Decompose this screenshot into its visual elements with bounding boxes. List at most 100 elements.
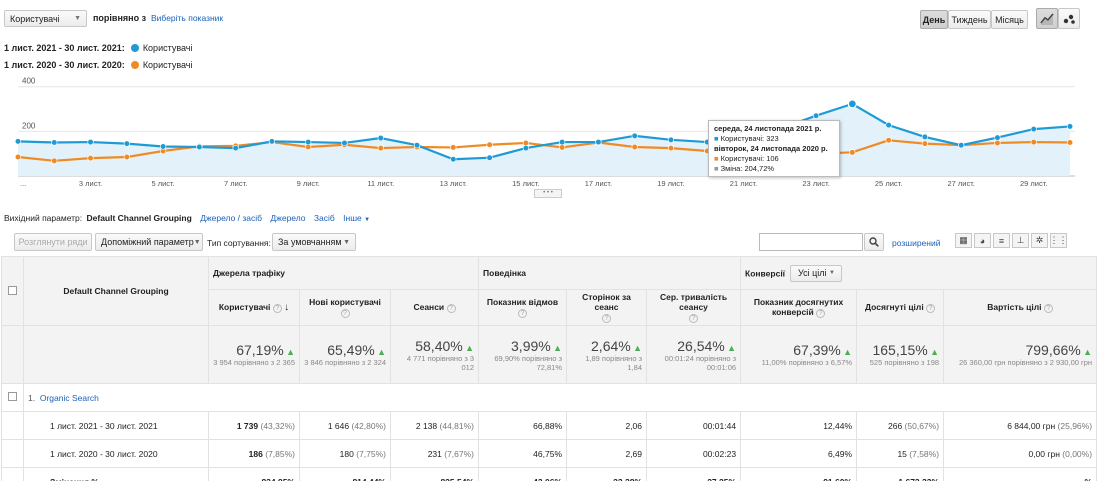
- data-point[interactable]: [160, 143, 167, 150]
- data-point[interactable]: [849, 149, 856, 156]
- data-point[interactable]: [196, 143, 203, 151]
- data-point[interactable]: [812, 112, 820, 119]
- choose-metric-link[interactable]: Виберіть показник: [151, 13, 224, 23]
- term-cloud-icon[interactable]: ✲: [1031, 233, 1048, 248]
- data-point[interactable]: [885, 137, 892, 144]
- data-point[interactable]: [921, 133, 928, 141]
- data-point[interactable]: [667, 144, 675, 152]
- table-cell: 12,44%: [740, 411, 858, 440]
- dimension-other-link[interactable]: Інше ▼: [343, 213, 371, 223]
- data-point[interactable]: [595, 138, 602, 146]
- period-day-button[interactable]: День: [920, 10, 948, 29]
- data-point[interactable]: [51, 157, 58, 164]
- col-users[interactable]: Користувачі ? ↓: [208, 289, 300, 326]
- col-conversion-rate[interactable]: Показник досягнутих конверсій ?: [740, 289, 858, 326]
- data-point[interactable]: [522, 139, 529, 147]
- data-point[interactable]: [232, 144, 239, 152]
- cell-percent: (7,75%): [356, 448, 386, 459]
- data-point[interactable]: [1066, 139, 1074, 146]
- motion-chart-icon[interactable]: [1058, 8, 1080, 29]
- advanced-filter-link[interactable]: розширений: [892, 238, 941, 248]
- data-point[interactable]: [377, 144, 384, 152]
- line-chart-icon[interactable]: [1036, 8, 1058, 29]
- metric-select[interactable]: Користувачі ▼: [4, 10, 87, 27]
- data-point[interactable]: [87, 155, 94, 162]
- data-point[interactable]: [486, 154, 493, 161]
- data-point[interactable]: [559, 144, 566, 151]
- data-point[interactable]: [559, 138, 566, 146]
- cell-percent: (7,67%): [444, 448, 475, 459]
- pivot-view-icon[interactable]: ⋮⋮: [1050, 233, 1068, 248]
- data-point[interactable]: [305, 138, 312, 146]
- plot-rows-button[interactable]: Розглянути ряди: [14, 233, 92, 251]
- data-point[interactable]: [268, 138, 276, 145]
- chart-resize-handle[interactable]: • • •: [534, 189, 562, 198]
- period-month-button[interactable]: Місяць: [991, 10, 1028, 29]
- col-bounce-rate[interactable]: Показник відмов?: [478, 289, 568, 326]
- dimension-label: Вихідний параметр:: [4, 213, 83, 223]
- data-point[interactable]: [51, 139, 58, 146]
- data-point[interactable]: [994, 134, 1001, 141]
- data-point[interactable]: [631, 143, 638, 151]
- table-cell: 1 673,33%: [856, 467, 945, 481]
- pie-view-icon[interactable]: ◕: [974, 233, 991, 248]
- goals-select[interactable]: Усі цілі ▼: [790, 264, 843, 282]
- cell-percent: (7,58%): [909, 448, 940, 459]
- dimension-source-medium-link[interactable]: Джерело / засіб: [200, 213, 263, 223]
- data-point[interactable]: [341, 139, 348, 147]
- summary-comparison: 26 360,00 грн порівняно з 2 930,00 грн: [958, 358, 1093, 367]
- data-point[interactable]: [1066, 123, 1074, 130]
- data-point[interactable]: [377, 134, 384, 142]
- data-point[interactable]: [486, 141, 493, 148]
- summary-cell: 67,19% ▲ 3 954 порівняно з 2 365: [208, 325, 300, 384]
- select-all-checkbox[interactable]: [1, 256, 24, 326]
- col-avg-session-duration[interactable]: Сер. тривалість сеансу?: [646, 289, 742, 326]
- dimension-source-link[interactable]: Джерело: [270, 213, 306, 223]
- search-icon[interactable]: [864, 233, 884, 251]
- data-point[interactable]: [14, 138, 22, 145]
- sort-arrow-icon: ↓: [284, 302, 290, 313]
- data-point[interactable]: [413, 142, 421, 149]
- col-goal-value[interactable]: Вартість цілі ?: [943, 289, 1097, 326]
- data-point[interactable]: [123, 140, 130, 147]
- hovered-point: [847, 99, 857, 109]
- table-cell: 6 844,00 грн (25,96%): [943, 411, 1097, 440]
- legend-current-swatch: [130, 44, 139, 52]
- comparison-view-icon[interactable]: ⊥: [1012, 233, 1029, 248]
- secondary-dimension-select[interactable]: Допоміжний параметр ▼: [95, 233, 203, 251]
- data-point[interactable]: [14, 153, 22, 161]
- data-point[interactable]: [123, 153, 130, 161]
- chart-type-switcher: [1036, 8, 1080, 29]
- data-point[interactable]: [631, 132, 638, 139]
- col-new-users[interactable]: Нові користувачі?: [299, 289, 391, 326]
- row-checkbox[interactable]: [1, 383, 24, 412]
- arrow-up-icon: ▲: [727, 342, 737, 353]
- cell-value: 0,00 грн: [1028, 448, 1060, 459]
- data-point[interactable]: [994, 139, 1001, 147]
- arrow-up-icon: ▲: [286, 347, 295, 357]
- tooltip-value-current: ■ Користувачі: 323: [714, 134, 779, 143]
- data-point[interactable]: [667, 136, 675, 143]
- table-search-input[interactable]: [759, 233, 863, 251]
- data-point[interactable]: [885, 121, 892, 129]
- table-column-header: Користувачі ? ↓ Нові користувачі? Сеанси…: [2, 289, 1097, 326]
- data-point[interactable]: [1030, 138, 1037, 146]
- data-point[interactable]: [87, 138, 94, 146]
- dimension-column-header[interactable]: Default Channel Grouping: [23, 256, 209, 326]
- data-point[interactable]: [450, 144, 457, 151]
- data-point[interactable]: [522, 144, 529, 152]
- bar-view-icon[interactable]: ≡: [993, 233, 1010, 248]
- sort-select[interactable]: За умовчанням ▼: [272, 233, 356, 251]
- col-sessions[interactable]: Сеанси ?: [389, 289, 480, 326]
- period-week-button[interactable]: Тиждень: [948, 10, 991, 29]
- data-point[interactable]: [450, 156, 457, 163]
- data-point[interactable]: [1030, 126, 1037, 133]
- organic-search-link[interactable]: Organic Search: [39, 392, 99, 403]
- dimension-active[interactable]: Default Channel Grouping: [86, 213, 192, 223]
- table-view-icon[interactable]: ▦: [955, 233, 972, 248]
- data-point[interactable]: [958, 142, 965, 149]
- data-point[interactable]: [921, 140, 928, 147]
- dimension-medium-link[interactable]: Засіб: [313, 213, 335, 223]
- col-goal-completions[interactable]: Досягнуті цілі ?: [856, 289, 945, 326]
- col-pages-per-session[interactable]: Сторінок за сеанс?: [566, 289, 648, 326]
